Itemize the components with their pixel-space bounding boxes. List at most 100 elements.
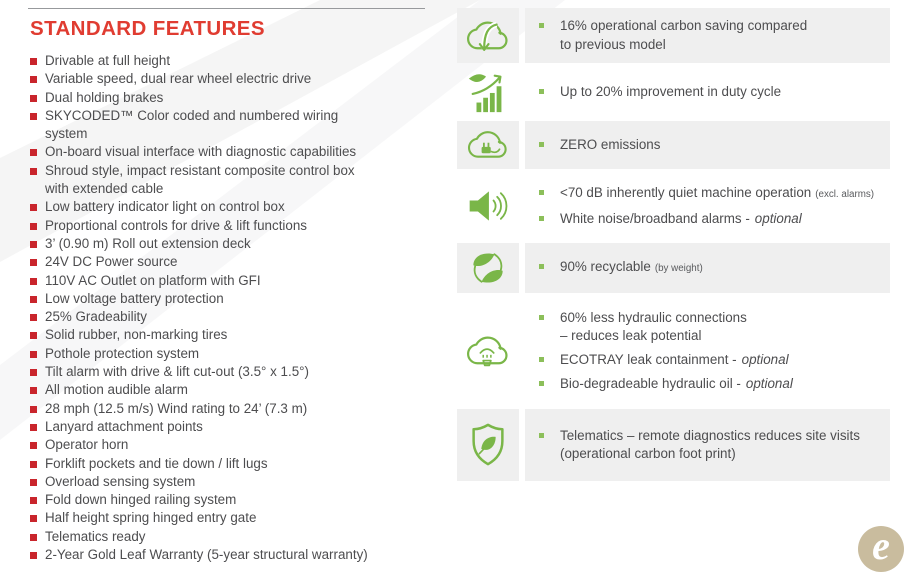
- red-square-bullet-icon: [30, 295, 37, 303]
- feature-item-label: Variable speed, dual rear wheel electric…: [45, 71, 312, 87]
- red-square-bullet-icon: [30, 533, 37, 541]
- feature-item: On-board visual interface with diagnosti…: [30, 143, 376, 161]
- feature-item: Tilt alarm with drive & lift cut-out (3.…: [30, 363, 376, 381]
- feature-item-label: Overload sensing system: [45, 473, 196, 489]
- green-square-bullet-icon: [539, 141, 544, 147]
- green-square-bullet-icon: [539, 263, 544, 269]
- feature-item-label: Dual holding brakes: [45, 89, 164, 105]
- feature-item-label: SKYCODED™ Color coded and numbered wirin…: [45, 107, 339, 142]
- feature-item: 28 mph (12.5 m/s) Wind rating to 24’ (7.…: [30, 400, 376, 418]
- eco-bullet-item: ECOTRAY leak containment - optional: [539, 351, 884, 369]
- red-square-bullet-icon: [30, 204, 37, 212]
- red-square-bullet-icon: [30, 515, 37, 523]
- feature-item-label: Pothole protection system: [45, 345, 200, 361]
- feature-item: Drivable at full height: [30, 52, 376, 70]
- eco-bullet-label: 90% recyclable (by weight): [560, 258, 703, 274]
- eco-row: 60% less hydraulic connections – reduces …: [457, 299, 890, 403]
- feature-item-label: On-board visual interface with diagnosti…: [45, 144, 357, 160]
- feature-item: Low battery indicator light on control b…: [30, 198, 376, 216]
- feature-item-label: Fold down hinged railing system: [45, 492, 237, 508]
- section-divider: [28, 8, 425, 9]
- feature-item: 2-Year Gold Leaf Warranty (5-year struct…: [30, 546, 376, 564]
- green-square-bullet-icon: [539, 88, 544, 94]
- eco-bullet-item: 16% operational carbon saving compared to…: [539, 17, 884, 53]
- red-square-bullet-icon: [30, 58, 37, 65]
- red-square-bullet-icon: [30, 112, 37, 120]
- feature-item-label: Lanyard attachment points: [45, 418, 203, 434]
- eco-row: Telematics – remote diagnostics reduces …: [457, 409, 890, 481]
- eco-bullet-item: 60% less hydraulic connections – reduces …: [539, 309, 884, 345]
- e-logo-letter: e: [872, 523, 890, 568]
- hydraulic-cloud-icon: [457, 299, 519, 403]
- eco-bullet-item: <70 dB inherently quiet machine operatio…: [539, 184, 884, 204]
- feature-item: 24V DC Power source: [30, 253, 376, 271]
- red-square-bullet-icon: [30, 259, 37, 267]
- eco-row-text: 60% less hydraulic connections – reduces …: [525, 299, 890, 403]
- eco-bullet-label: 60% less hydraulic connections – reduces …: [560, 309, 747, 343]
- green-square-bullet-icon: [539, 314, 544, 320]
- green-square-bullet-icon: [539, 381, 544, 387]
- red-square-bullet-icon: [30, 442, 37, 450]
- e-brand-logo: e: [858, 526, 904, 572]
- eco-row-text: 16% operational carbon saving compared to…: [525, 8, 890, 63]
- feature-item: Pothole protection system: [30, 345, 376, 363]
- feature-item-label: Telematics ready: [45, 528, 146, 544]
- feature-item-label: 24V DC Power source: [45, 254, 178, 270]
- red-square-bullet-icon: [30, 167, 37, 175]
- feature-item: Shroud style, impact resistant composite…: [30, 162, 376, 199]
- green-square-bullet-icon: [539, 357, 544, 362]
- eco-bullet-label: ECOTRAY leak containment - optional: [560, 352, 789, 367]
- feature-item: SKYCODED™ Color coded and numbered wirin…: [30, 107, 376, 144]
- feature-item: 110V AC Outlet on platform with GFI: [30, 272, 376, 290]
- eco-bullet-item: Telematics – remote diagnostics reduces …: [539, 427, 884, 463]
- eco-bullet-label: 16% operational carbon saving compared to…: [560, 18, 808, 52]
- eco-bullet-label: ZERO emissions: [560, 136, 661, 152]
- eco-bullet-item: Bio-degradeable hydraulic oil - optional: [539, 375, 884, 393]
- eco-bullet-label: White noise/broadband alarms - optional: [560, 211, 802, 226]
- eco-row-text: 90% recyclable (by weight): [525, 243, 890, 293]
- red-square-bullet-icon: [30, 314, 37, 322]
- red-square-bullet-icon: [30, 423, 37, 431]
- feature-item-label: Low battery indicator light on control b…: [45, 199, 285, 215]
- standard-features-section: STANDARD FEATURES Drivable at full heigh…: [28, 0, 440, 564]
- red-square-bullet-icon: [30, 369, 37, 377]
- red-square-bullet-icon: [30, 552, 37, 560]
- duty-cycle-chart-icon: [457, 69, 519, 115]
- eco-row: 90% recyclable (by weight): [457, 243, 890, 293]
- zero-emissions-plug-cloud-icon: [457, 121, 519, 169]
- eco-bullet-item: 90% recyclable (by weight): [539, 258, 884, 278]
- red-square-bullet-icon: [30, 332, 37, 340]
- feature-item-label: Drivable at full height: [45, 53, 171, 68]
- feature-item-label: Solid rubber, non-marking tires: [45, 327, 228, 343]
- green-square-bullet-icon: [539, 23, 544, 29]
- eco-bullet-label: Up to 20% improvement in duty cycle: [560, 83, 782, 99]
- feature-item: Operator horn: [30, 436, 376, 454]
- green-square-bullet-icon: [539, 189, 544, 195]
- feature-item: Overload sensing system: [30, 473, 376, 491]
- eco-bullet-item: Up to 20% improvement in duty cycle: [539, 83, 884, 101]
- feature-item: Solid rubber, non-marking tires: [30, 326, 376, 344]
- red-square-bullet-icon: [30, 405, 37, 413]
- red-square-bullet-icon: [30, 240, 37, 248]
- eco-row: 16% operational carbon saving compared to…: [457, 8, 890, 63]
- feature-item: Forklift pockets and tie down / lift lug…: [30, 455, 376, 473]
- eco-bullet-small-note: (by weight): [654, 262, 703, 274]
- eco-row-text: <70 dB inherently quiet machine operatio…: [525, 175, 890, 237]
- feature-item-label: Shroud style, impact resistant composite…: [45, 162, 355, 197]
- feature-list: Drivable at full height Variable speed, d…: [30, 52, 376, 564]
- red-square-bullet-icon: [30, 277, 37, 285]
- carbon-saving-cloud-icon: [457, 8, 519, 63]
- feature-item: Telematics ready: [30, 528, 376, 546]
- red-square-bullet-icon: [30, 478, 37, 486]
- eco-bullet-label: Bio-degradeable hydraulic oil - optional: [560, 376, 793, 392]
- red-square-bullet-icon: [30, 460, 37, 468]
- red-square-bullet-icon: [30, 387, 37, 395]
- feature-item-label: 110V AC Outlet on platform with GFI: [45, 272, 261, 288]
- feature-item: Variable speed, dual rear wheel electric…: [30, 70, 376, 88]
- feature-item-label: 3’ (0.90 m) Roll out extension deck: [45, 235, 251, 251]
- eco-bullet-item: ZERO emissions: [539, 136, 884, 154]
- feature-item-label: 2-Year Gold Leaf Warranty (5-year struct…: [45, 547, 368, 563]
- red-square-bullet-icon: [30, 94, 37, 102]
- feature-item-label: Proportional controls for drive & lift f…: [45, 217, 307, 233]
